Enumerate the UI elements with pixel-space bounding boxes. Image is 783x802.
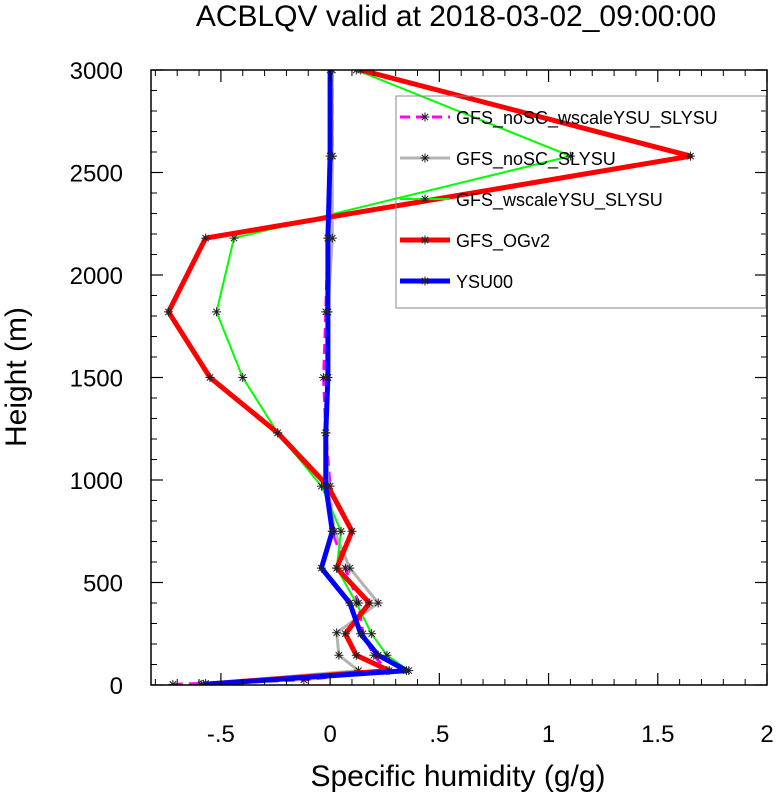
series-line-5	[203, 70, 410, 685]
legend-label: GFS_noSC_SLYSU	[456, 149, 616, 170]
series-4-point-7	[347, 526, 357, 536]
series-5-point-5	[345, 598, 355, 608]
legend-box	[395, 95, 767, 309]
series-3-point-5	[351, 598, 361, 608]
series-5	[198, 70, 412, 685]
series-5-point-4	[356, 629, 366, 639]
series-2	[201, 70, 383, 685]
series-5-point-9	[321, 428, 331, 438]
series-4-point-6	[332, 563, 342, 573]
y-tick-label: 2500	[70, 161, 123, 188]
series-5-point-8	[321, 481, 331, 491]
series-4-point-13	[686, 151, 696, 161]
axes-layer: -.5 0 .5 1 1.5 2 0 500 1000 1500 2000 2500 3000	[70, 58, 774, 748]
legend-item-1: GFS_noSC_wscaleYSU_SLYSU	[400, 108, 718, 129]
legend-item-4: GFS_OGv2	[400, 231, 550, 252]
legend-label: YSU00	[456, 272, 513, 292]
series-2-point-5	[373, 598, 383, 608]
legend-marker	[420, 112, 430, 122]
series-3-point-3	[382, 650, 392, 660]
series-3-point-7	[336, 526, 346, 536]
legend-marker	[420, 276, 430, 286]
legend-marker	[420, 194, 430, 204]
series-5-point-11	[323, 307, 333, 317]
series-4-point-4	[340, 629, 350, 639]
legend-label: GFS_wscaleYSU_SLYSU	[456, 190, 663, 211]
y-tick-label: 1500	[70, 366, 123, 393]
series-5-point-10	[323, 373, 333, 382]
series-line-1	[172, 70, 389, 685]
x-tick-label: 1	[542, 721, 555, 748]
series-4-point-3	[351, 650, 361, 660]
series-3-point-11	[212, 307, 222, 317]
series-4-point-9	[273, 428, 283, 438]
series-2-point-4	[332, 628, 342, 638]
chart-title: ACBLQV valid at 2018-03-02_09:00:00	[196, 0, 716, 33]
y-axis-label: Height (m)	[0, 307, 33, 447]
x-tick-label: 0	[323, 721, 336, 748]
series-5-point-6	[316, 563, 326, 573]
series-4-point-10	[205, 373, 215, 382]
series-3-point-12	[229, 233, 239, 243]
legend-label: GFS_OGv2	[456, 231, 550, 252]
series-1	[168, 70, 392, 685]
legend-marker	[420, 235, 430, 245]
series-4	[163, 70, 696, 685]
legend-item-2: GFS_noSC_SLYSU	[400, 149, 616, 170]
series-5-point-12	[323, 233, 333, 243]
series-3-point-10	[238, 373, 248, 382]
series-3-point-13	[565, 151, 575, 161]
legend-marker	[420, 153, 430, 163]
y-tick-label: 1000	[70, 468, 123, 495]
legend: GFS_noSC_wscaleYSU_SLYSU GFS_noSC_SLYSU GF…	[395, 95, 767, 309]
series-4-point-12	[201, 233, 211, 243]
legend-item-5: YSU00	[400, 272, 513, 292]
y-tick-label: 2000	[70, 263, 123, 290]
series-5-point-3	[373, 650, 383, 660]
x-tick-label: .5	[429, 721, 449, 748]
y-tick-label: 0	[110, 673, 123, 700]
series-2-point-6	[345, 563, 355, 573]
series-4-point-11	[163, 307, 173, 317]
legend-label: GFS_noSC_wscaleYSU_SLYSU	[456, 108, 718, 129]
series-line-2	[205, 70, 380, 685]
series-3-point-4	[367, 629, 377, 639]
x-tick-label: 1.5	[641, 721, 674, 748]
legend-item-3: GFS_wscaleYSU_SLYSU	[400, 190, 663, 211]
series-line-4	[166, 70, 693, 685]
y-tick-label: 3000	[70, 58, 123, 85]
series-5-point-2	[402, 666, 412, 676]
series-2-point-3	[334, 650, 344, 660]
x-axis-label: Specific humidity (g/g)	[310, 760, 605, 793]
y-tick-label: 500	[83, 571, 123, 598]
series-4-point-5	[364, 598, 374, 608]
x-tick-label: 2	[760, 721, 773, 748]
series-5-point-13	[325, 151, 335, 161]
series-5-point-7	[327, 526, 337, 536]
series-layer	[163, 70, 696, 685]
x-tick-label: -.5	[207, 721, 235, 748]
